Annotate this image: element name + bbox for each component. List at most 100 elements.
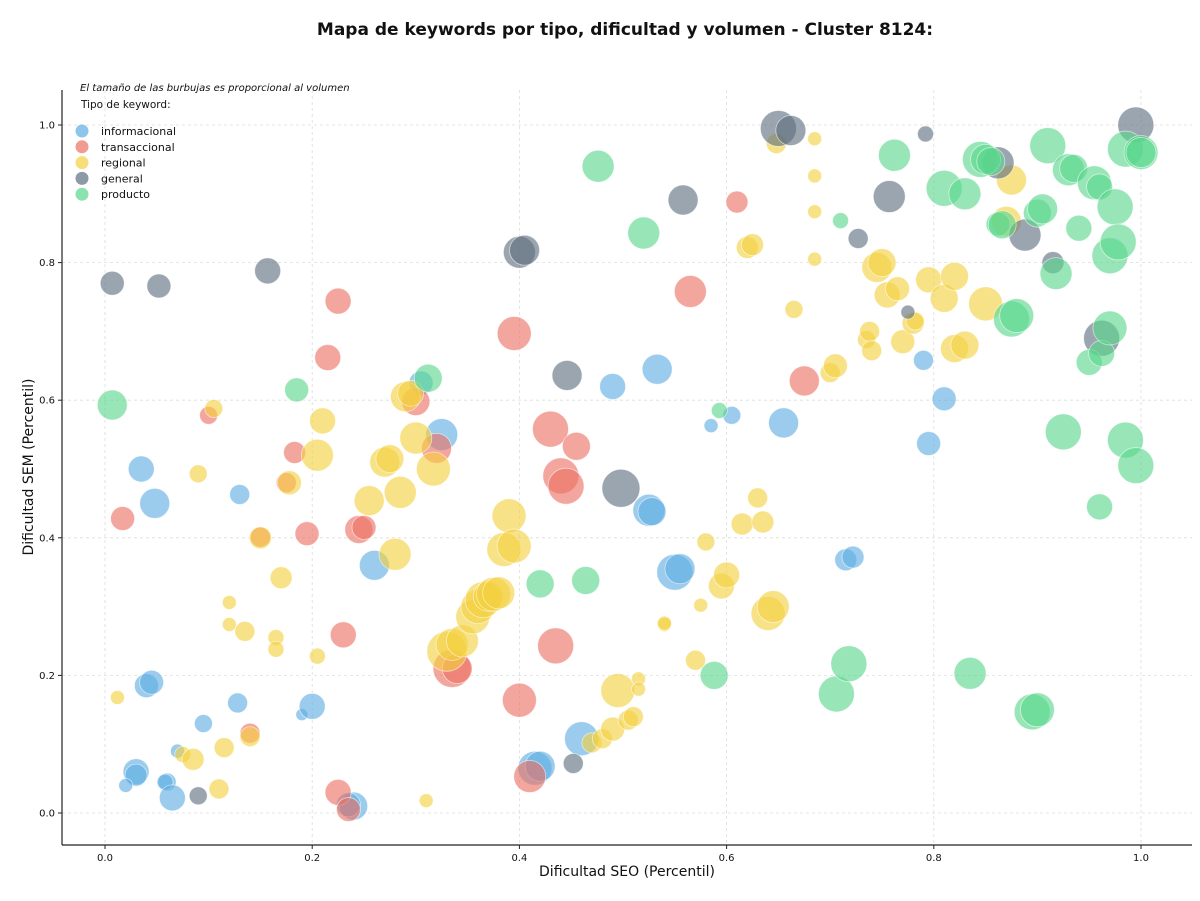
bubble-transaccional bbox=[561, 431, 591, 461]
bubble-producto bbox=[571, 566, 601, 595]
bubble-informacional bbox=[139, 669, 165, 695]
bubble-general bbox=[509, 234, 540, 266]
bubble-general bbox=[872, 180, 906, 213]
bubble-regional bbox=[418, 793, 434, 809]
y-tick-label: 0.4 bbox=[39, 533, 55, 544]
bubble-transaccional bbox=[110, 506, 136, 531]
bubble-regional bbox=[416, 451, 451, 487]
legend-label-transaccional: transaccional bbox=[101, 141, 175, 154]
bubble-regional bbox=[730, 512, 754, 536]
bubble-producto bbox=[710, 402, 728, 419]
bubble-regional bbox=[110, 690, 125, 705]
bubble-regional bbox=[867, 248, 897, 278]
bubble-producto bbox=[1065, 214, 1093, 242]
legend-label-regional: regional bbox=[101, 157, 146, 170]
bubble-producto bbox=[1044, 413, 1082, 451]
bubble-regional bbox=[308, 647, 326, 665]
bubble-informacional bbox=[703, 418, 719, 434]
legend-marker-producto bbox=[75, 187, 89, 201]
bubble-producto bbox=[1027, 193, 1058, 225]
y-tick-label: 0.8 bbox=[39, 258, 55, 269]
bubble-regional bbox=[181, 747, 205, 771]
bubble-informacional bbox=[599, 373, 627, 400]
bubble-regional bbox=[693, 597, 709, 613]
legend-marker-general bbox=[75, 171, 89, 185]
bubble-producto bbox=[1086, 493, 1113, 521]
bubble-transaccional bbox=[351, 515, 377, 540]
bubble-informacional bbox=[641, 353, 673, 385]
y-tick-label: 0.2 bbox=[39, 671, 55, 682]
y-tick-label: 0.0 bbox=[39, 809, 55, 820]
legend-marker-informacional bbox=[75, 124, 89, 138]
bubble-informacional bbox=[916, 431, 942, 456]
y-axis-label: Dificultad SEM (Percentil) bbox=[21, 379, 37, 556]
chart-title: Mapa de keywords por tipo, dificultad y … bbox=[316, 20, 934, 40]
bubble-regional bbox=[383, 475, 417, 509]
legend-label-general: general bbox=[101, 172, 143, 185]
x-tick-label: 0.4 bbox=[511, 853, 527, 864]
bubble-regional bbox=[807, 204, 823, 220]
bubble-regional bbox=[239, 726, 261, 748]
bubble-regional bbox=[491, 498, 527, 534]
bubble-general bbox=[551, 360, 583, 391]
x-axis-label: Dificultad SEO (Percentil) bbox=[539, 864, 715, 880]
bubble-regional bbox=[378, 537, 412, 571]
bubble-transaccional bbox=[725, 190, 749, 214]
bubble-transaccional bbox=[537, 627, 575, 665]
bubble-transaccional bbox=[532, 410, 569, 448]
x-tick-label: 0.0 bbox=[97, 853, 113, 864]
x-tick-label: 0.6 bbox=[719, 853, 735, 864]
bubble-regional bbox=[600, 673, 636, 708]
legend-marker-regional bbox=[75, 156, 89, 170]
bubble-producto bbox=[832, 212, 849, 230]
bubble-regional bbox=[685, 649, 706, 671]
bubble-regional bbox=[188, 464, 208, 484]
bubble-general bbox=[775, 115, 807, 146]
bubble-producto bbox=[96, 389, 128, 421]
bubble-regional bbox=[300, 438, 334, 472]
bubble-transaccional bbox=[336, 797, 361, 822]
bubble-regional bbox=[269, 566, 293, 590]
bubble-informacional bbox=[841, 545, 865, 569]
bubble-general bbox=[99, 270, 125, 296]
bubble-producto bbox=[413, 363, 443, 393]
bubble-transaccional bbox=[673, 275, 707, 308]
bubble-informacional bbox=[158, 784, 186, 812]
bubble-producto bbox=[1039, 257, 1073, 291]
bubble-general bbox=[917, 125, 934, 143]
bubble-producto bbox=[1099, 223, 1137, 261]
bubble-regional bbox=[747, 487, 769, 509]
bubble-regional bbox=[482, 576, 516, 610]
bubble-regional bbox=[807, 168, 823, 184]
bubble-regional bbox=[756, 590, 790, 623]
bubble-producto bbox=[976, 147, 1006, 176]
bubble-informacional bbox=[913, 349, 934, 371]
bubble-informacional bbox=[298, 692, 326, 720]
bubble-transaccional bbox=[502, 682, 537, 718]
bubble-producto bbox=[284, 377, 310, 403]
bubble-regional bbox=[807, 251, 823, 267]
legend-label-informacional: informacional bbox=[101, 125, 176, 138]
bubble-informacional bbox=[664, 553, 696, 585]
bubble-regional bbox=[696, 532, 716, 552]
legend: informacional transaccional regional genera… bbox=[75, 124, 176, 201]
bubble-informacional bbox=[227, 692, 249, 714]
bubble-regional bbox=[822, 353, 848, 379]
bubble-general bbox=[146, 273, 172, 299]
bubble-informacional bbox=[768, 407, 799, 439]
bubble-producto bbox=[878, 138, 911, 172]
bubble-regional bbox=[631, 681, 646, 697]
bubble-producto bbox=[1117, 447, 1155, 484]
x-tick-label: 0.2 bbox=[304, 853, 320, 864]
bubble-regional bbox=[221, 617, 237, 632]
bubble-producto bbox=[525, 569, 555, 599]
bubble-informacional bbox=[127, 455, 155, 483]
tick-layer: 0.0 0.0 0.2 0.2 0.4 0.4 0.6 0.6 0.8 0.8 1.0 1.0 bbox=[39, 121, 1149, 865]
bubble-producto bbox=[987, 210, 1017, 240]
bubble-regional bbox=[267, 640, 285, 658]
bubble-regional bbox=[890, 329, 916, 355]
bubble-producto bbox=[1020, 692, 1055, 728]
bubble-regional bbox=[940, 261, 969, 291]
y-tick-label: 0.6 bbox=[39, 396, 55, 407]
